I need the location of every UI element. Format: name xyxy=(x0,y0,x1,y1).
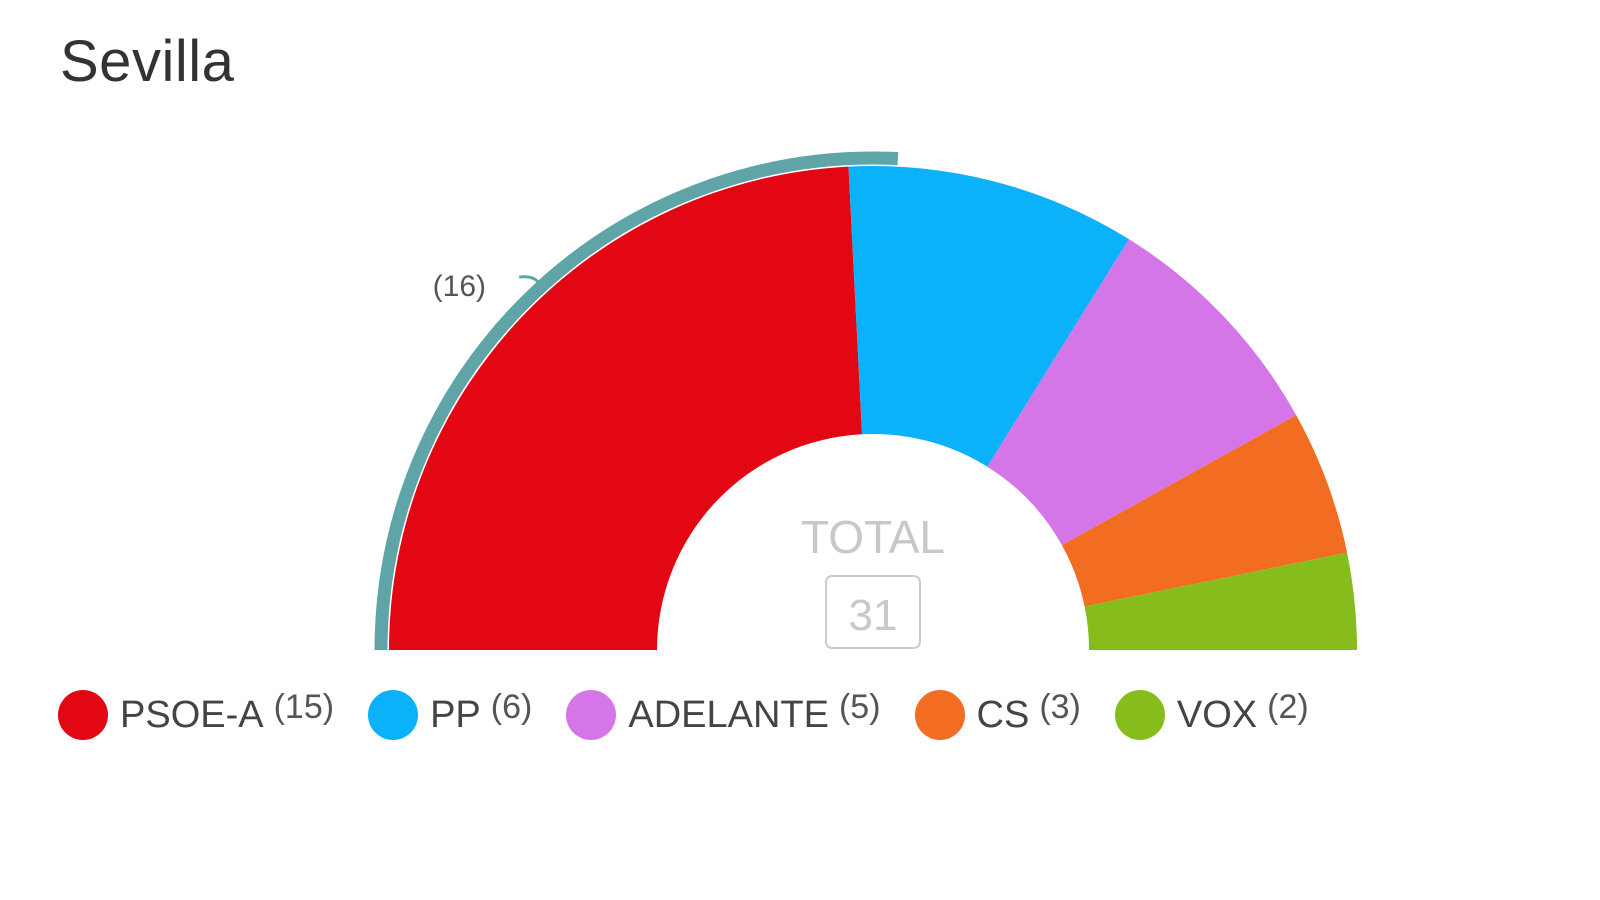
total-value: 31 xyxy=(849,591,898,640)
legend-dot xyxy=(368,690,419,740)
majority-tick xyxy=(518,275,541,285)
slice-cs[interactable] xyxy=(1061,415,1348,607)
legend-seats: (15) xyxy=(273,687,335,726)
slice-psoe-a[interactable] xyxy=(389,166,863,650)
legend-dot xyxy=(914,690,965,740)
legend-name: PSOE-A xyxy=(120,693,264,736)
legend-item-pp[interactable]: PP (6) xyxy=(368,687,533,740)
legend-item-psoe-a[interactable]: PSOE-A (15) xyxy=(58,687,335,740)
legend-seats: (6) xyxy=(490,687,533,726)
legend-name: CS xyxy=(976,693,1030,736)
legend-dot xyxy=(58,690,108,740)
legend-seats: (3) xyxy=(1039,687,1081,726)
legend-item-cs[interactable]: CS (3) xyxy=(914,687,1081,740)
majority-arc xyxy=(374,151,899,651)
legend-dot xyxy=(566,690,617,740)
chart-title: Sevilla xyxy=(60,29,235,94)
legend-name: PP xyxy=(430,693,481,736)
slices-group xyxy=(389,166,1357,650)
legend: PSOE-A (15) PP (6) ADELANTE (5) CS (3) VOX (2) xyxy=(58,687,1343,740)
slice-vox[interactable] xyxy=(1084,552,1357,650)
slice-pp[interactable] xyxy=(848,166,1130,467)
total-label: TOTAL xyxy=(801,511,945,563)
legend-name: ADELANTE xyxy=(628,693,829,736)
majority-label: (16) xyxy=(433,270,486,303)
legend-seats: (2) xyxy=(1267,687,1309,726)
legend-item-adelante[interactable]: ADELANTE (5) xyxy=(566,687,881,740)
legend-dot xyxy=(1114,690,1165,740)
legend-item-vox[interactable]: VOX (2) xyxy=(1114,687,1309,740)
legend-seats: (5) xyxy=(838,687,881,726)
total-box xyxy=(825,575,921,649)
slice-adelante[interactable] xyxy=(987,239,1297,546)
legend-name: VOX xyxy=(1176,693,1258,736)
